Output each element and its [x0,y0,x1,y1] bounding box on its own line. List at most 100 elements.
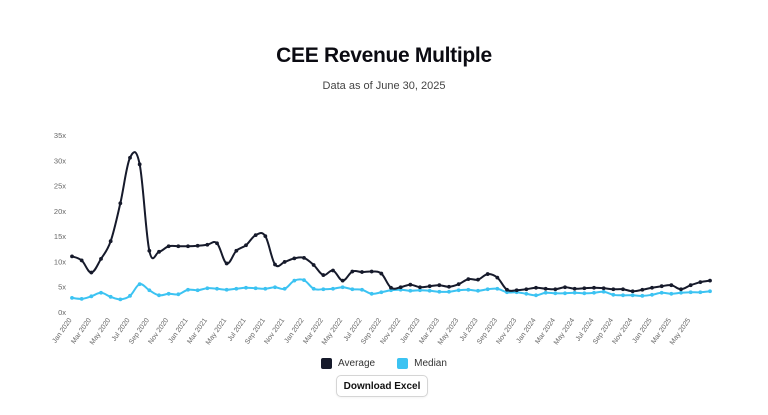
average-data-point [621,287,625,292]
median-data-point [466,287,471,292]
median-data-point [437,289,442,294]
median-data-point [118,297,123,302]
x-tick-label: Jul 2023 [459,317,480,343]
median-data-point [79,296,84,301]
y-tick-label: 30x [54,156,66,165]
average-data-point [640,287,645,292]
average-data-point [476,277,480,282]
median-data-point [640,293,645,298]
median-data-point [563,291,567,296]
average-data-point [524,287,529,292]
median-data-point [244,285,248,290]
median-data-point [679,290,683,295]
average-data-point [186,244,190,249]
x-tick-label: Jul 2021 [227,317,248,343]
average-data-point [166,244,171,249]
average-data-point [128,155,132,160]
average-data-point [553,287,558,292]
median-data-point [534,293,538,298]
y-tick-label: 15x [54,232,66,241]
median-data-point [186,287,190,292]
median-data-point [418,288,422,293]
legend-label-median: Median [414,358,447,369]
median-data-point [157,293,161,298]
median-data-point [166,291,171,296]
median-data-point [340,285,345,290]
median-data-point [456,288,461,293]
median-swatch [397,358,409,369]
average-data-point [244,243,248,248]
chart-title: CEE Revenue Multiple [276,44,492,67]
average-data-point [99,257,103,261]
average-data-point [456,282,461,287]
median-data-point [369,291,374,296]
y-tick-label: 20x [54,207,66,216]
median-data-point [195,288,200,293]
median-data-point [379,290,384,295]
median-data-point [408,288,413,293]
average-data-point [176,244,181,249]
average-data-point [273,262,277,267]
average-data-point [669,283,674,288]
average-data-point [253,233,258,238]
average-data-point [447,284,451,289]
average-data-point [118,201,123,206]
median-data-point [292,278,297,283]
chart-subtitle: Data as of June 30, 2025 [322,80,446,92]
median-data-point [234,286,239,291]
average-data-point [263,234,268,239]
average-data-point [195,243,200,248]
median-data-point [147,288,152,293]
legend-item-median[interactable]: Median [397,358,447,369]
median-data-point [273,285,277,290]
average-data-point [398,285,403,290]
average-data-point [205,242,210,247]
average-swatch [321,358,333,369]
average-data-point [437,283,442,288]
median-data-point [311,286,316,291]
median-data-point [708,289,712,294]
median-data-point [476,288,480,293]
median-data-point [601,289,606,294]
median-data-point [321,287,326,292]
median-data-point [659,290,664,295]
average-data-point [592,285,596,290]
average-data-point [234,248,239,253]
median-data-point [447,289,451,294]
average-data-point [582,286,587,291]
x-tick-label: Jul 2022 [343,317,364,343]
median-data-point [495,286,500,291]
median-data-point [108,294,113,299]
x-tick-label: Jul 2020 [111,317,132,343]
average-data-point [331,268,335,273]
download-excel-button[interactable]: Download Excel [336,375,428,397]
average-data-point [108,239,113,244]
median-data-point [331,286,335,291]
median-data-point [630,293,635,298]
y-tick-label: 10x [54,257,66,266]
average-data-point [485,272,490,276]
average-data-point [389,285,393,290]
chart-legend: Average Median [0,358,768,369]
median-data-point [137,282,142,287]
average-data-point [311,263,316,267]
average-data-point [350,269,355,274]
average-data-point [601,286,606,291]
average-data-point [418,285,422,290]
average-data-point [427,284,432,289]
legend-item-average[interactable]: Average [321,358,375,369]
average-data-point [340,278,345,283]
average-data-point [659,284,664,289]
median-data-point [572,290,577,295]
average-data-point [495,275,500,280]
average-data-point [79,258,84,263]
median-data-point [224,287,229,292]
average-data-point [360,270,364,274]
median-data-point [360,287,364,292]
median-data-point [688,290,693,295]
average-data-point [563,285,567,290]
average-data-point [282,260,287,264]
x-tick-label: Jul 2024 [575,317,596,343]
median-data-point [215,286,219,291]
